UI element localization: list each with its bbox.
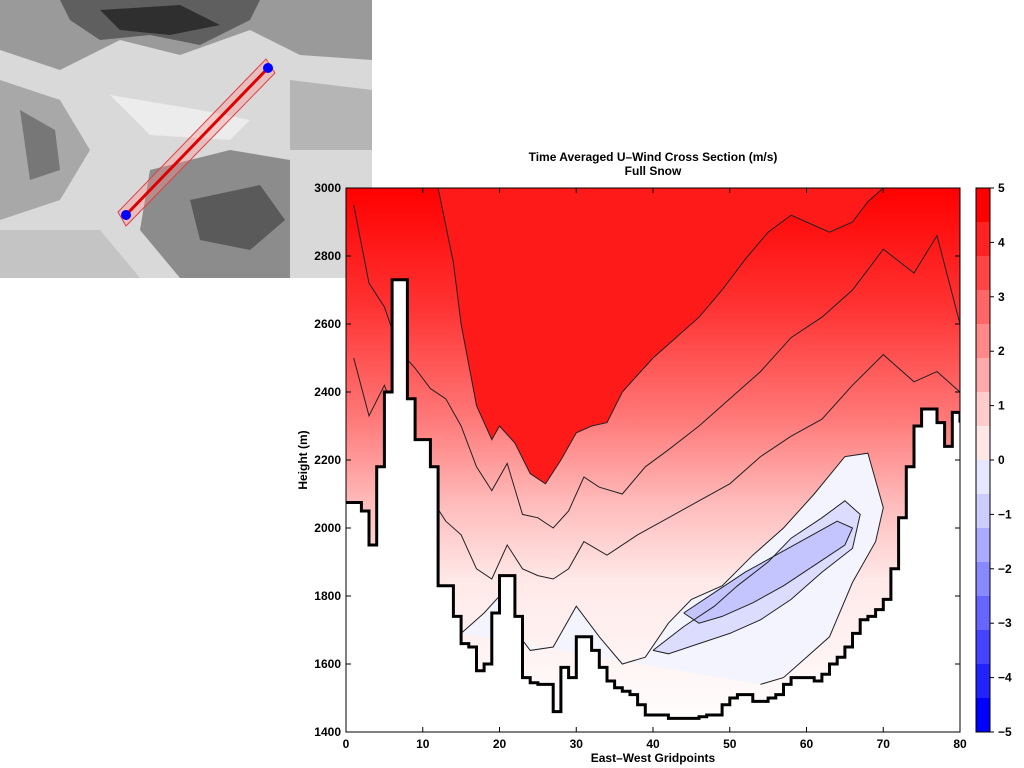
y-tick-label: 2600 (314, 317, 341, 331)
contour-line-level--1 (652, 500, 861, 655)
x-tick-label: 40 (646, 737, 660, 751)
colorbar-swatch (976, 698, 990, 733)
colorbar-tick-label: 5 (998, 181, 1005, 195)
colorbar-swatch (976, 630, 990, 665)
y-tick-label: 2000 (314, 521, 341, 535)
terrain-west-peak (20, 110, 60, 180)
x-tick-label: 10 (416, 737, 430, 751)
chart-subtitle: Full Snow (624, 164, 682, 178)
colorbar-tick-label: 3 (998, 290, 1005, 304)
terrain-map-svg (0, 0, 372, 278)
colorbar-tick-label: −5 (998, 725, 1012, 739)
wind-fill-level-4 (346, 188, 960, 484)
colorbar-tick-label: 4 (998, 235, 1005, 249)
terrain-valley (110, 95, 250, 140)
terrain-south-peak (190, 185, 285, 250)
chart-title: Time Averaged U–Wind Cross Section (m/s) (528, 150, 778, 164)
terrain-summit (100, 5, 220, 35)
colorbar-swatch (976, 494, 990, 529)
chart-title-block: Time Averaged U–Wind Cross Section (m/s)… (346, 150, 960, 178)
colorbar-swatch (976, 392, 990, 427)
terrain-southwest (0, 230, 140, 278)
colorbar-swatch (976, 528, 990, 563)
y-tick-label: 3000 (314, 181, 341, 195)
colorbar-tick-label: −3 (998, 616, 1012, 630)
colorbar-tick-label: 1 (998, 399, 1005, 413)
colorbar-tick-label: −4 (998, 671, 1012, 685)
x-tick-label: 0 (343, 737, 350, 751)
contour-line-level-0 (460, 452, 884, 685)
x-tick-label: 30 (570, 737, 584, 751)
contour-line-level-4 (437, 188, 884, 485)
colorbar: 5 4 3 2 1 0 −1 −2 −3 −4 −5 (975, 181, 1012, 739)
colorbar-swatch (976, 664, 990, 699)
contour-line-level-3 (353, 204, 960, 529)
x-tick-label: 50 (723, 737, 737, 751)
colorbar-swatch (976, 562, 990, 597)
colorbar-tick-label: −1 (998, 507, 1012, 521)
transect-start-marker (121, 210, 131, 220)
colorbar-swatch (976, 222, 990, 257)
colorbar-swatch (976, 324, 990, 359)
y-tick-label: 1800 (314, 589, 341, 603)
colorbar-swatch (976, 290, 990, 325)
wind-fill-level--2 (683, 521, 853, 624)
colorbar-swatch (976, 256, 990, 291)
plot-area (346, 188, 960, 732)
transect-line (124, 66, 270, 217)
terrain-mask (346, 279, 960, 732)
colorbar-swatch (976, 426, 990, 461)
x-tick-label: 70 (877, 737, 891, 751)
x-axis-title: East–West Gridpoints (591, 751, 716, 765)
colorbar-tick-label: 2 (998, 344, 1005, 358)
y-tick-label: 1400 (314, 725, 341, 739)
colorbar-swatch (976, 188, 990, 223)
wind-field-fills (346, 188, 960, 685)
colorbar-tick-label: 0 (998, 453, 1005, 467)
colorbar-swatch (976, 460, 990, 495)
y-tick-label: 2400 (314, 385, 341, 399)
terrain-map-inset (0, 0, 372, 278)
x-tick-label: 80 (953, 737, 967, 751)
colorbar-tick-label: −2 (998, 562, 1012, 576)
x-tick-label: 60 (800, 737, 814, 751)
terrain-east (290, 80, 372, 150)
contour-line-level--2 (683, 520, 854, 624)
y-axis: 1400 1600 1800 2000 2200 2400 2600 2800 3000 (314, 181, 960, 739)
colorbar-swatch (976, 596, 990, 631)
y-tick-label: 2200 (314, 453, 341, 467)
x-tick-label: 20 (493, 737, 507, 751)
y-tick-label: 2800 (314, 249, 341, 263)
terrain-profile (346, 278, 960, 720)
colorbar-swatch (976, 358, 990, 393)
transect-end-marker (263, 63, 273, 73)
y-axis-title: Height (m) (296, 430, 310, 489)
x-axis: 0 10 20 30 40 50 60 70 80 (343, 188, 967, 751)
wind-fill-level-0 (461, 453, 884, 685)
y-tick-label: 1600 (314, 657, 341, 671)
